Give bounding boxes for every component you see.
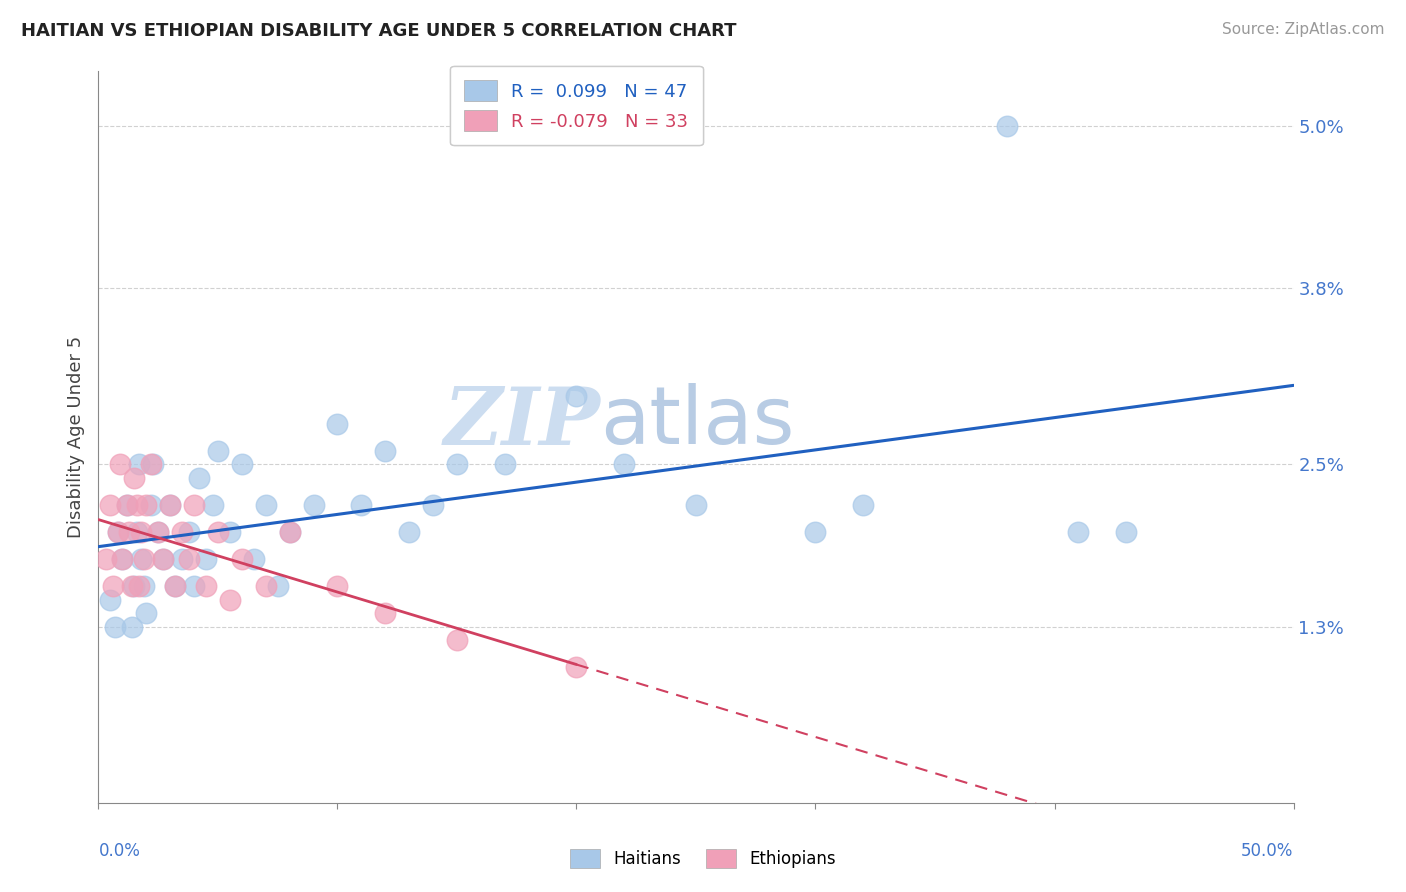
Point — [107, 524, 129, 539]
Point — [107, 524, 129, 539]
Point — [613, 457, 636, 471]
Point — [207, 524, 229, 539]
Point — [148, 524, 170, 539]
Point — [267, 579, 290, 593]
Point — [446, 633, 468, 648]
Point — [159, 498, 181, 512]
Point — [111, 552, 134, 566]
Point — [139, 498, 162, 512]
Point — [995, 119, 1018, 133]
Point — [124, 579, 146, 593]
Text: 0.0%: 0.0% — [98, 842, 141, 860]
Point — [195, 579, 218, 593]
Point — [202, 498, 225, 512]
Point — [219, 592, 242, 607]
Point — [254, 579, 277, 593]
Text: 50.0%: 50.0% — [1241, 842, 1294, 860]
Point — [111, 552, 134, 566]
Point — [398, 524, 420, 539]
Point — [128, 579, 150, 593]
Point — [374, 606, 396, 620]
Point — [685, 498, 707, 512]
Point — [446, 457, 468, 471]
Point — [231, 457, 253, 471]
Point — [135, 606, 157, 620]
Point — [804, 524, 827, 539]
Point — [172, 524, 194, 539]
Text: HAITIAN VS ETHIOPIAN DISABILITY AGE UNDER 5 CORRELATION CHART: HAITIAN VS ETHIOPIAN DISABILITY AGE UNDE… — [21, 22, 737, 40]
Point — [1115, 524, 1137, 539]
Point — [494, 457, 516, 471]
Point — [121, 620, 143, 634]
Point — [152, 552, 174, 566]
Point — [374, 443, 396, 458]
Point — [231, 552, 253, 566]
Point — [179, 552, 201, 566]
Point — [121, 579, 143, 593]
Point — [152, 552, 174, 566]
Point — [94, 552, 117, 566]
Point — [128, 457, 150, 471]
Point — [104, 620, 127, 634]
Text: Source: ZipAtlas.com: Source: ZipAtlas.com — [1222, 22, 1385, 37]
Point — [195, 552, 218, 566]
Point — [243, 552, 266, 566]
Point — [1067, 524, 1090, 539]
Point — [142, 457, 165, 471]
Point — [98, 592, 122, 607]
Point — [125, 498, 148, 512]
Legend: R =  0.099   N = 47, R = -0.079   N = 33: R = 0.099 N = 47, R = -0.079 N = 33 — [450, 66, 703, 145]
Point — [350, 498, 373, 512]
Point — [131, 552, 153, 566]
Point — [852, 498, 875, 512]
Point — [148, 524, 170, 539]
Point — [118, 524, 141, 539]
Text: ZIP: ZIP — [443, 384, 600, 461]
Point — [115, 498, 138, 512]
Point — [135, 498, 157, 512]
Point — [172, 552, 194, 566]
Point — [278, 524, 301, 539]
Point — [207, 443, 229, 458]
Point — [219, 524, 242, 539]
Point — [132, 552, 155, 566]
Point — [183, 498, 205, 512]
Point — [326, 579, 349, 593]
Point — [132, 579, 155, 593]
Point — [163, 579, 186, 593]
Point — [139, 457, 162, 471]
Point — [183, 579, 205, 593]
Point — [108, 457, 131, 471]
Point — [98, 498, 122, 512]
Point — [115, 498, 138, 512]
Point — [565, 389, 588, 403]
Text: atlas: atlas — [600, 384, 794, 461]
Point — [163, 579, 186, 593]
Point — [101, 579, 124, 593]
Point — [422, 498, 444, 512]
Point — [565, 660, 588, 674]
Point — [159, 498, 181, 512]
Point — [302, 498, 325, 512]
Y-axis label: Disability Age Under 5: Disability Age Under 5 — [66, 336, 84, 538]
Legend: Haitians, Ethiopians: Haitians, Ethiopians — [564, 842, 842, 875]
Point — [278, 524, 301, 539]
Point — [131, 524, 153, 539]
Point — [326, 417, 349, 431]
Point — [125, 524, 148, 539]
Point — [179, 524, 201, 539]
Point — [254, 498, 277, 512]
Point — [124, 471, 146, 485]
Point — [187, 471, 209, 485]
